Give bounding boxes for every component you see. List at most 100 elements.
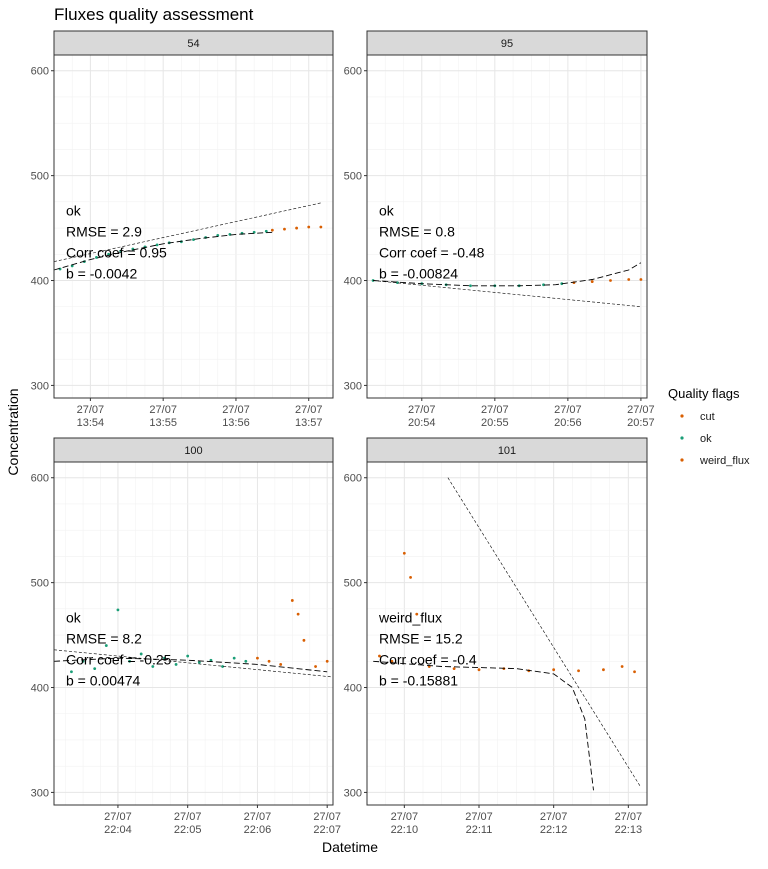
data-point-cut	[325, 659, 329, 663]
panel-border	[53, 461, 334, 806]
data-point-ok	[232, 656, 236, 660]
data-point-cut	[283, 227, 286, 231]
annotation-flag: ok	[379, 202, 395, 218]
y-tick-label: 600	[31, 66, 49, 78]
x-tick-date: 27/07	[313, 811, 341, 823]
x-tick-time: 20:57	[627, 417, 655, 429]
data-point-ok	[119, 249, 123, 253]
annotation-rmse: RMSE = 0.8	[379, 223, 455, 239]
data-point-ok	[139, 652, 143, 656]
y-tick-label: 500	[344, 171, 362, 183]
x-tick-label: 27/07 22:04	[104, 811, 132, 836]
annotation-b: b = -0.15881	[379, 672, 458, 688]
x-tick-label: 27/07 22:05	[174, 811, 202, 836]
facet-strip-label: 101	[498, 445, 516, 457]
data-point-ok	[116, 608, 120, 612]
x-tick-date: 27/07	[149, 404, 177, 416]
x-tick-label: 27/07 13:57	[295, 404, 323, 429]
x-tick-label: 27/07 13:55	[149, 404, 177, 429]
data-point-ok	[95, 256, 98, 259]
y-tick-label: 600	[344, 473, 362, 485]
fit-line-linear	[447, 477, 642, 788]
x-tick-time: 13:54	[77, 417, 105, 429]
data-point-ok	[197, 660, 201, 664]
data-point-ok	[186, 654, 190, 658]
fit-line-curve	[373, 262, 642, 287]
x-tick-time: 22:12	[540, 824, 568, 836]
data-point-cut	[270, 228, 274, 232]
data-point-weird_flux	[477, 668, 481, 672]
x-tick-time: 22:13	[615, 824, 643, 836]
data-point-ok	[209, 658, 213, 662]
data-point-cut	[590, 280, 594, 283]
data-point-ok	[81, 659, 85, 663]
legend-key-ok	[680, 436, 684, 440]
x-tick-label: 27/07 22:12	[540, 811, 568, 836]
data-point-ok	[128, 659, 131, 663]
data-point-ok	[151, 665, 155, 668]
y-tick-label: 300	[344, 380, 362, 392]
fit-line-curve	[373, 660, 594, 791]
panel-border	[366, 54, 648, 399]
annotation-corr: Corr coef = 0.95	[66, 244, 167, 260]
data-point-ok	[192, 238, 195, 242]
x-tick-time: 22:11	[466, 824, 493, 836]
x-tick-time: 20:54	[408, 417, 436, 429]
x-tick-label: 27/07 20:57	[627, 404, 655, 429]
y-tick-label: 300	[31, 380, 49, 392]
annotation-corr: Corr coef = -0.4	[379, 651, 477, 667]
data-point-weird_flux	[620, 665, 624, 668]
x-tick-time: 22:10	[391, 824, 419, 836]
panel-border	[53, 54, 334, 399]
annotation-flag: ok	[66, 202, 82, 218]
x-tick-date: 27/07	[77, 404, 105, 416]
data-point-cut	[296, 612, 300, 616]
x-tick-date: 27/07	[465, 811, 493, 823]
data-point-cut	[314, 665, 317, 668]
facet-strip-label: 95	[501, 38, 513, 50]
annotation-flag: ok	[66, 609, 82, 625]
legend-label-cut: cut	[700, 411, 715, 423]
data-point-ok	[93, 667, 97, 671]
x-tick-label: 27/07 20:55	[481, 404, 509, 429]
data-point-ok	[371, 279, 375, 282]
data-point-weird_flux	[378, 654, 381, 658]
annotation-flag: weird_flux	[378, 609, 442, 625]
x-tick-time: 13:56	[222, 417, 250, 429]
y-tick-label: 300	[31, 787, 49, 799]
x-tick-time: 20:55	[481, 417, 509, 429]
data-point-cut	[307, 225, 311, 229]
legend-label-ok: ok	[700, 433, 712, 445]
data-point-ok	[155, 243, 159, 247]
data-point-ok	[469, 284, 472, 288]
x-tick-date: 27/07	[391, 811, 419, 823]
facet-strip	[53, 30, 334, 56]
x-tick-date: 27/07	[104, 811, 132, 823]
x-tick-label: 27/07 22:13	[615, 811, 643, 836]
data-point-ok	[174, 663, 178, 666]
y-tick-label: 600	[344, 66, 362, 78]
y-axis-title: Concentration	[5, 388, 21, 475]
data-point-ok	[104, 644, 108, 647]
data-point-weird_flux	[409, 575, 412, 579]
data-point-ok	[560, 282, 564, 286]
x-tick-label: 27/07 20:56	[554, 404, 582, 429]
x-tick-time: 20:56	[554, 417, 582, 429]
legend-label-weird_flux: weird_flux	[699, 455, 750, 467]
panel-border	[366, 461, 648, 806]
x-tick-date: 27/07	[408, 404, 436, 416]
x-tick-date: 27/07	[554, 404, 582, 416]
facet-strip	[366, 30, 648, 56]
x-tick-label: 27/07 22:07	[313, 811, 341, 836]
data-point-cut	[295, 226, 299, 230]
x-tick-label: 27/07 22:11	[465, 811, 493, 836]
data-point-weird_flux	[415, 612, 419, 616]
legend-key-weird_flux	[680, 458, 684, 462]
x-tick-date: 27/07	[295, 404, 323, 416]
data-point-weird_flux	[633, 670, 636, 674]
chart-title: Fluxes quality assessment	[54, 5, 254, 24]
data-point-weird_flux	[452, 667, 456, 671]
